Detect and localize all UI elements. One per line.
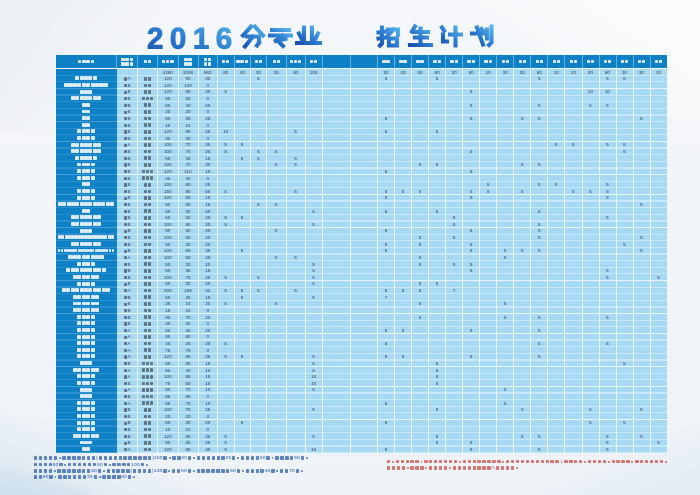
svg-text:2016: 2016 — [147, 23, 239, 56]
